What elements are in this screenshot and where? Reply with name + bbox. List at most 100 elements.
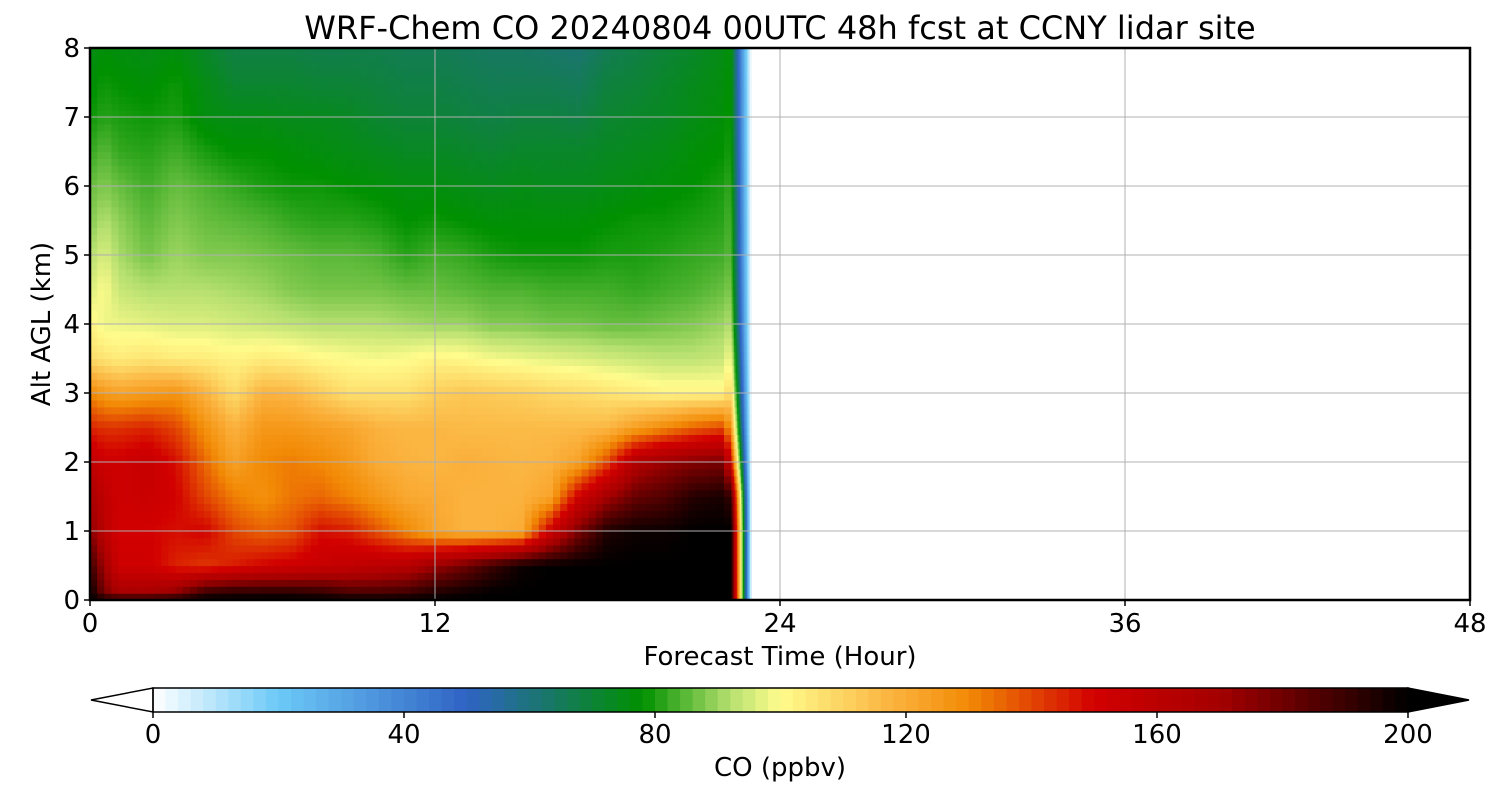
heatmap-cell [631, 344, 640, 353]
heatmap-cell [360, 351, 369, 360]
heatmap-cell [317, 358, 326, 366]
heatmap-cell [481, 310, 490, 318]
heatmap-cell [275, 434, 283, 442]
heatmap-cell [332, 268, 340, 277]
heatmap-cell [467, 537, 476, 546]
heatmap-cell [709, 510, 718, 518]
heatmap-cell [139, 489, 148, 498]
heatmap-cell [353, 551, 362, 560]
heatmap-cell [503, 551, 511, 560]
heatmap-cell [645, 586, 654, 594]
heatmap-cell [282, 427, 291, 435]
heatmap-cell [474, 510, 483, 518]
heatmap-cell [111, 372, 120, 380]
heatmap-cell [111, 565, 120, 573]
heatmap-cell [496, 475, 504, 484]
heatmap-cell [154, 489, 162, 498]
heatmap-cell [374, 303, 383, 311]
heatmap-cell [431, 365, 440, 373]
heatmap-cell [253, 261, 262, 270]
heatmap-cell [553, 482, 561, 491]
heatmap-cell [253, 227, 262, 235]
heatmap-cell [168, 379, 177, 387]
heatmap-cell [716, 241, 725, 249]
heatmap-cell [317, 558, 326, 567]
heatmap-cell [688, 593, 697, 600]
heatmap-cell [446, 475, 454, 484]
heatmap-cell [253, 399, 262, 408]
heatmap-cell [118, 496, 127, 504]
heatmap-cell [453, 365, 462, 373]
heatmap-cell [431, 358, 440, 366]
heatmap-cell [182, 496, 191, 504]
heatmap-cell [567, 427, 576, 435]
heatmap-cell [367, 255, 376, 263]
heatmap-cell [503, 372, 511, 380]
heatmap-cell [702, 579, 711, 587]
heatmap-cell [146, 489, 155, 498]
heatmap-cell [617, 241, 625, 249]
heatmap-cell [538, 365, 547, 373]
heatmap-cell [154, 496, 162, 504]
heatmap-cell [317, 565, 326, 573]
heatmap-cell [218, 462, 226, 470]
heatmap-cell [111, 510, 120, 518]
heatmap-cell [695, 372, 704, 380]
heatmap-cell [175, 455, 184, 463]
heatmap-cell [724, 330, 732, 339]
heatmap-cell [560, 344, 568, 353]
heatmap-cell [111, 551, 120, 560]
plot-area [90, 48, 752, 600]
heatmap-cell [182, 565, 191, 573]
heatmap-cell [610, 406, 618, 415]
heatmap-cell [367, 420, 376, 429]
heatmap-cell [282, 510, 291, 518]
heatmap-cell [282, 296, 291, 304]
heatmap-cell [517, 241, 526, 249]
heatmap-cell [403, 324, 412, 332]
heatmap-cell [602, 593, 611, 600]
heatmap-cell [168, 517, 177, 525]
heatmap-cell [154, 441, 162, 449]
heatmap-cell [424, 289, 433, 297]
heatmap-cell [303, 579, 312, 587]
heatmap-cell [268, 406, 276, 415]
heatmap-cell [716, 475, 725, 484]
heatmap-cell [104, 503, 112, 511]
heatmap-cell [545, 386, 554, 394]
heatmap-cell [211, 448, 219, 456]
heatmap-cell [517, 537, 526, 546]
heatmap-cell [716, 358, 725, 366]
heatmap-cell [90, 220, 98, 228]
heatmap-cell [246, 517, 255, 525]
heatmap-cell [467, 372, 476, 380]
heatmap-cell [681, 427, 689, 435]
heatmap-cell [353, 324, 362, 332]
heatmap-cell [724, 393, 732, 401]
heatmap-cell [374, 455, 383, 463]
heatmap-cell [481, 365, 490, 373]
heatmap-cell [161, 282, 169, 291]
heatmap-cell [218, 544, 226, 553]
heatmap-cell [232, 303, 241, 311]
heatmap-cell [460, 241, 469, 249]
heatmap-cell [610, 462, 618, 470]
heatmap-cell [659, 551, 668, 560]
heatmap-cell [161, 489, 169, 498]
heatmap-cell [189, 317, 198, 325]
heatmap-cell [503, 558, 511, 567]
heatmap-cell [453, 579, 462, 587]
heatmap-cell [581, 586, 590, 594]
heatmap-cell [111, 358, 120, 366]
heatmap-cell [631, 565, 640, 573]
heatmap-cell [510, 579, 519, 587]
heatmap-cell [631, 551, 640, 560]
heatmap-cell [431, 324, 440, 332]
heatmap-cell [374, 586, 383, 594]
heatmap-cell [118, 289, 127, 297]
heatmap-cell [610, 468, 618, 477]
heatmap-cell [588, 282, 597, 291]
heatmap-cell [617, 289, 625, 297]
heatmap-cell [709, 234, 718, 242]
heatmap-cell [97, 275, 105, 284]
